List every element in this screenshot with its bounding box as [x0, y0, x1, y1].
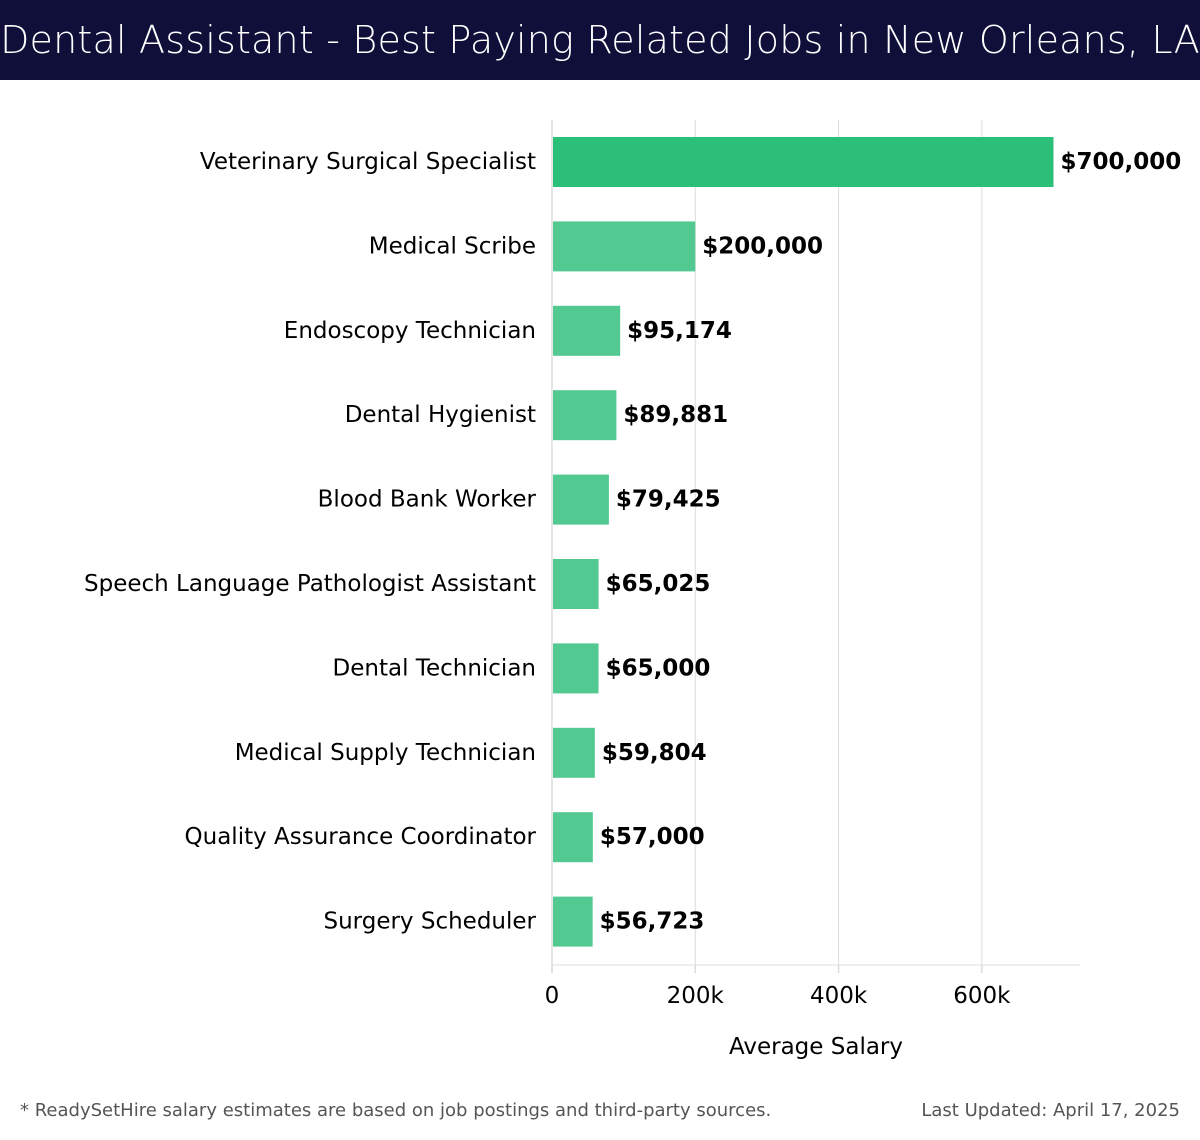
value-label: $59,804 — [602, 740, 707, 766]
category-label: Endoscopy Technician — [284, 318, 536, 344]
x-tick-label: 0 — [545, 983, 560, 1009]
title-bar: Dental Assistant - Best Paying Related J… — [0, 0, 1200, 80]
bar — [553, 896, 593, 947]
x-tick-label: 200k — [667, 983, 725, 1009]
bar — [553, 559, 599, 609]
footer: * ReadySetHire salary estimates are base… — [0, 1096, 1200, 1128]
bar — [553, 812, 593, 863]
category-label: Dental Technician — [333, 655, 536, 681]
bar — [553, 137, 1054, 187]
value-label: $57,000 — [600, 824, 705, 850]
last-updated: Last Updated: April 17, 2025 — [921, 1100, 1180, 1121]
bar — [553, 727, 595, 778]
value-label: $79,425 — [616, 487, 721, 513]
bar — [553, 390, 617, 441]
value-label: $65,025 — [606, 571, 711, 597]
category-label: Dental Hygienist — [345, 402, 536, 428]
x-axis-title: Average Salary — [729, 1034, 903, 1060]
value-label: $89,881 — [623, 402, 728, 428]
category-label: Blood Bank Worker — [318, 487, 537, 513]
value-label: $95,174 — [627, 318, 732, 344]
bar-chart: Veterinary Surgical Specialist $700,000 Me… — [84, 120, 1181, 1060]
bar — [553, 305, 621, 356]
bar — [553, 474, 609, 525]
category-label: Medical Scribe — [369, 233, 536, 259]
footnote: * ReadySetHire salary estimates are base… — [20, 1100, 772, 1121]
x-tick-label: 600k — [953, 983, 1011, 1009]
value-label: $200,000 — [702, 233, 823, 259]
category-label: Quality Assurance Coordinator — [185, 824, 537, 850]
bar — [553, 221, 696, 272]
category-label: Veterinary Surgical Specialist — [200, 149, 536, 175]
category-label: Medical Supply Technician — [235, 740, 536, 766]
category-label: Speech Language Pathologist Assistant — [84, 571, 536, 597]
category-label: Surgery Scheduler — [323, 909, 536, 935]
value-label: $65,000 — [606, 655, 711, 681]
x-tick-label: 400k — [810, 983, 868, 1009]
chart-title: Dental Assistant - Best Paying Related J… — [0, 18, 1200, 62]
value-label: $700,000 — [1060, 149, 1181, 175]
value-label: $56,723 — [600, 909, 705, 935]
bar — [553, 643, 599, 694]
